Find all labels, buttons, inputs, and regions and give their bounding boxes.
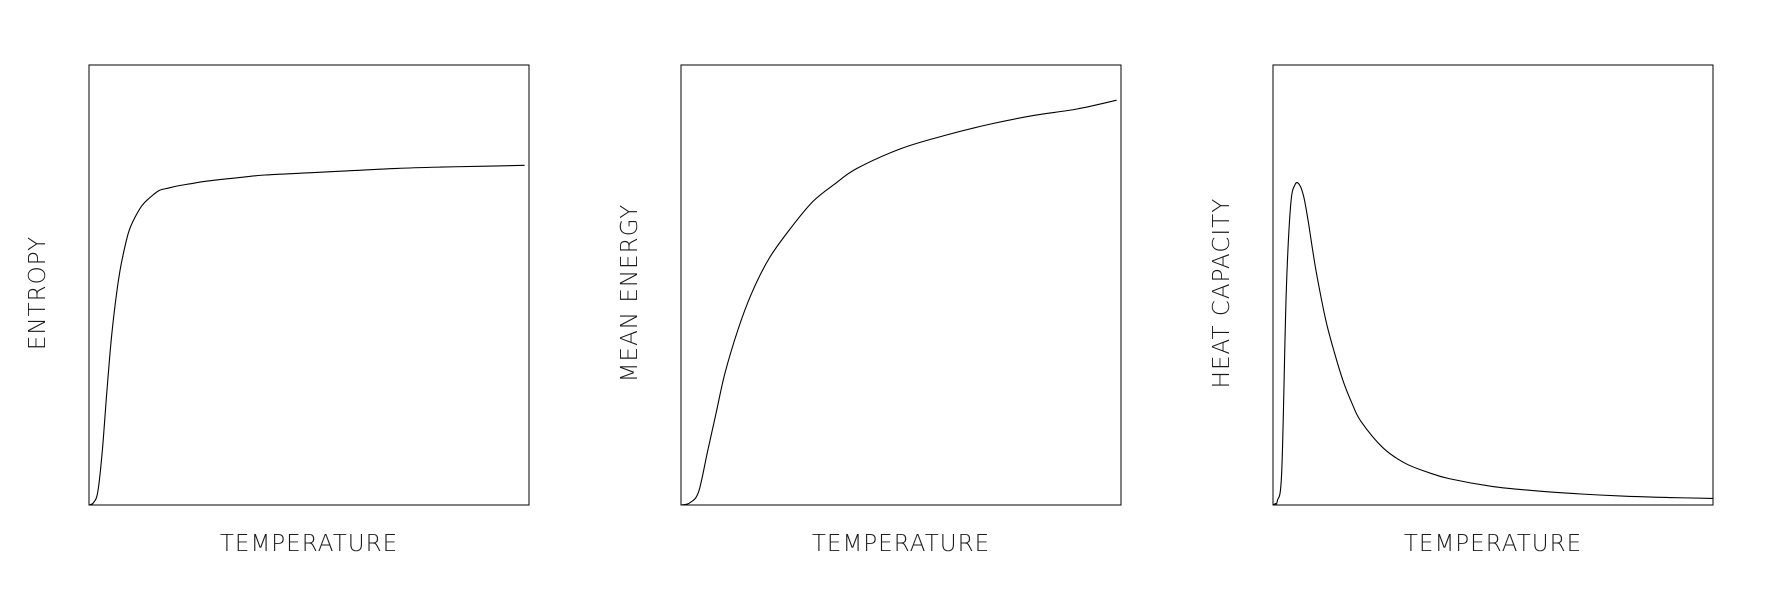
y-axis-label-heat-capacity: HEAT CAPACITY	[1209, 198, 1235, 389]
x-axis-label-entropy: TEMPERATURE	[220, 531, 398, 557]
chart-entropy: TEMPERATURE ENTROPY	[25, 64, 530, 557]
chart-mean-energy: TEMPERATURE MEAN ENERGY	[617, 64, 1122, 557]
x-axis-label-heat-capacity: TEMPERATURE	[1404, 531, 1582, 557]
y-axis-label-entropy: ENTROPY	[25, 236, 51, 350]
series-line-entropy	[88, 164, 525, 506]
chart-heat-capacity: TEMPERATURE HEAT CAPACITY	[1209, 64, 1714, 557]
x-axis-label-mean-energy: TEMPERATURE	[812, 531, 990, 557]
y-axis-label-mean-energy: MEAN ENERGY	[617, 204, 643, 383]
series-line-mean-energy	[680, 99, 1117, 506]
plot-frame-entropy	[88, 64, 530, 506]
plot-frame-mean-energy	[680, 64, 1122, 506]
plot-frame-heat-capacity	[1272, 64, 1714, 506]
series-line-heat-capacity	[1272, 182, 1714, 506]
